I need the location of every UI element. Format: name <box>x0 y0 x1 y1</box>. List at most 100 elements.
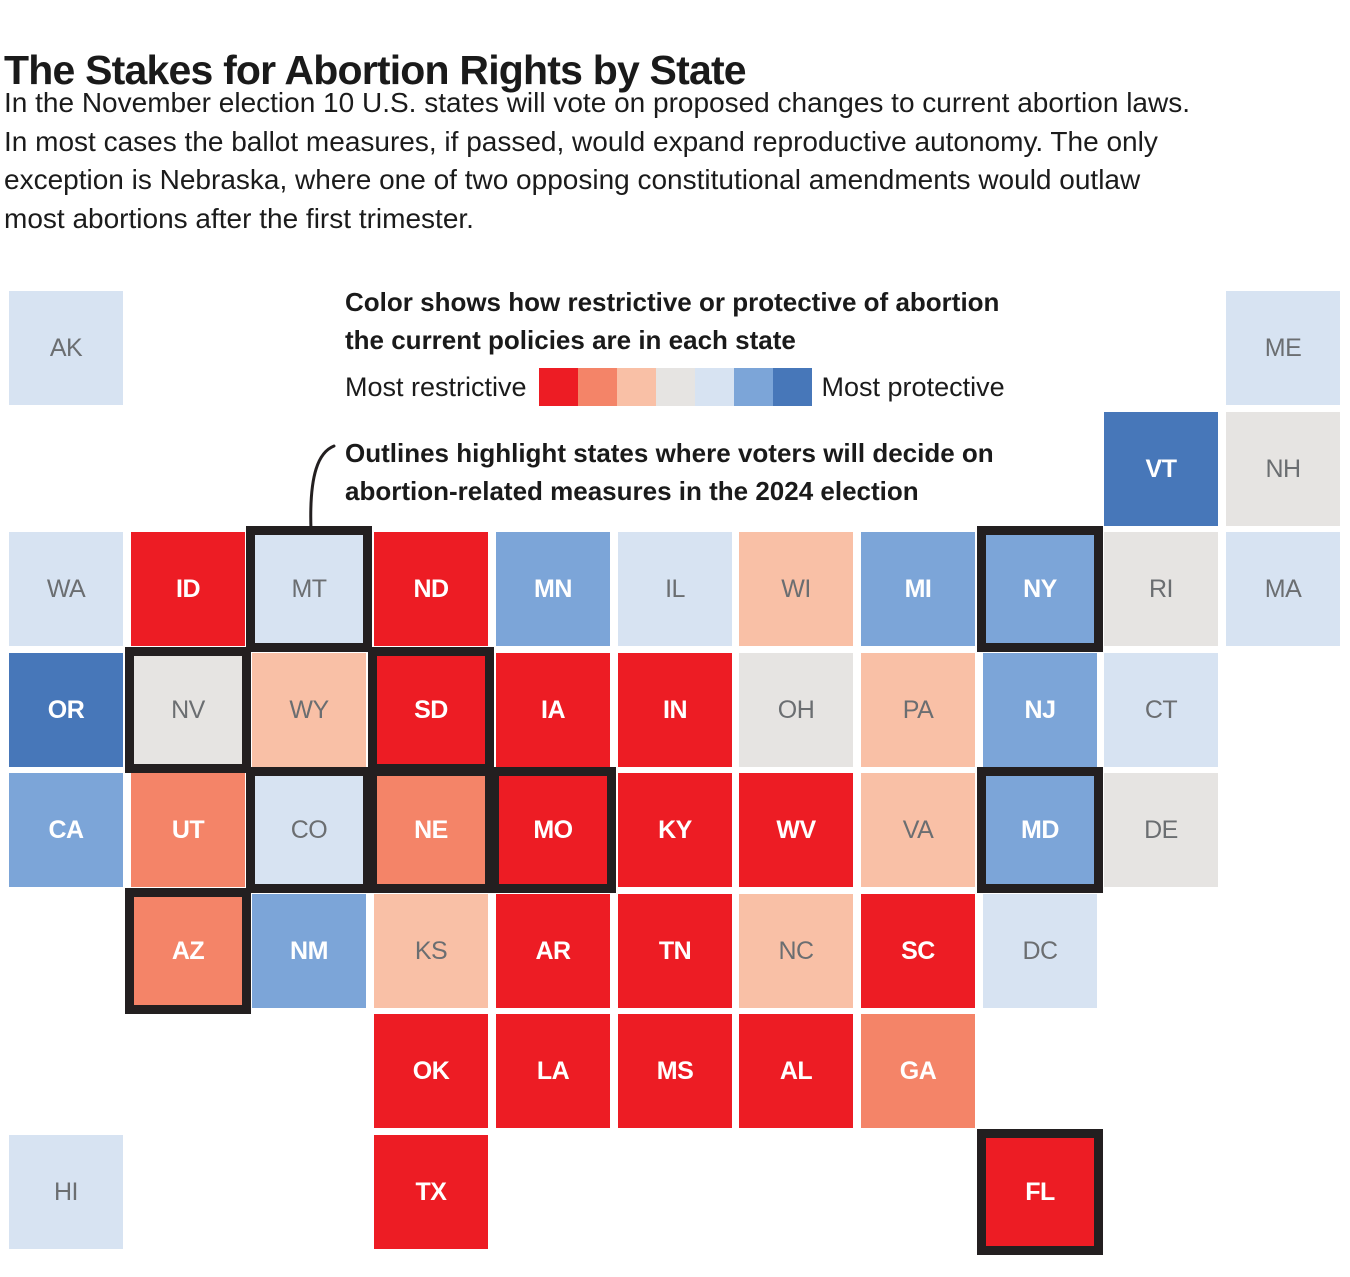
state-tile-ks: KS <box>374 894 488 1008</box>
color-legend-heading-line: Color shows how restrictive or protectiv… <box>345 287 1000 317</box>
state-label: MS <box>656 1056 694 1085</box>
state-tile-in: IN <box>618 653 732 767</box>
state-tile-id: ID <box>131 532 245 646</box>
state-label: NE <box>414 815 448 844</box>
state-label: SD <box>414 695 448 724</box>
state-label: KY <box>658 815 692 844</box>
state-label: LA <box>536 1056 570 1085</box>
state-label: IN <box>663 695 688 724</box>
state-label: CO <box>290 815 328 844</box>
outline-note-line: abortion-related measures in the 2024 el… <box>345 476 919 506</box>
state-label: MI <box>904 574 932 603</box>
state-tile-oh: OH <box>739 653 853 767</box>
intro-line: exception is Nebraska, where one of two … <box>4 164 1141 195</box>
state-tile-il: IL <box>618 532 732 646</box>
state-tile-nh: NH <box>1226 412 1340 526</box>
state-label: DE <box>1144 815 1178 844</box>
state-tile-nj: NJ <box>983 653 1097 767</box>
state-label: ND <box>413 574 449 603</box>
state-tile-wa: WA <box>9 532 123 646</box>
state-label: VA <box>902 815 934 844</box>
state-label: CA <box>48 815 84 844</box>
legend-swatch <box>538 368 578 406</box>
state-label: TN <box>658 936 692 965</box>
intro-paragraph: In the November election 10 U.S. states … <box>4 84 1190 238</box>
state-tile-fl: FL <box>977 1129 1103 1255</box>
state-label: KS <box>414 936 448 965</box>
legend-swatch <box>694 368 734 406</box>
state-label: OH <box>777 695 815 724</box>
state-label: GA <box>899 1056 937 1085</box>
state-tile-az: AZ <box>125 888 251 1014</box>
state-label: CT <box>1144 695 1178 724</box>
state-tile-nc: NC <box>739 894 853 1008</box>
state-tile-ar: AR <box>496 894 610 1008</box>
state-tile-ga: GA <box>861 1014 975 1128</box>
state-tile-ma: MA <box>1226 532 1340 646</box>
page-title: The Stakes for Abortion Rights by State <box>4 47 747 94</box>
state-label: PA <box>902 695 934 724</box>
state-label: MA <box>1264 574 1302 603</box>
state-tile-nd: ND <box>374 532 488 646</box>
state-label: WY <box>289 695 329 724</box>
color-scale-row: Most restrictive Most protective <box>345 368 1005 406</box>
state-tile-nm: NM <box>252 894 366 1008</box>
state-tile-sc: SC <box>861 894 975 1008</box>
state-tile-hi: HI <box>9 1135 123 1249</box>
legend-swatch <box>616 368 656 406</box>
state-tile-mt: MT <box>246 526 372 652</box>
state-label: FL <box>1025 1177 1055 1206</box>
state-label: RI <box>1149 574 1174 603</box>
state-label: SC <box>901 936 935 965</box>
state-tile-ms: MS <box>618 1014 732 1128</box>
state-tile-me: ME <box>1226 291 1340 405</box>
color-legend-heading-line: the current policies are in each state <box>345 325 796 355</box>
state-tile-mn: MN <box>496 532 610 646</box>
state-label: MT <box>291 574 327 603</box>
intro-line: In most cases the ballot measures, if pa… <box>4 125 1158 157</box>
state-label: WV <box>776 815 816 844</box>
scale-min-label: Most restrictive <box>345 371 527 402</box>
state-label: OR <box>47 695 85 724</box>
state-label: OK <box>412 1056 450 1085</box>
legend-swatch <box>577 368 617 406</box>
state-tile-ut: UT <box>131 773 245 887</box>
state-label: IA <box>541 695 566 724</box>
intro-line: most abortions after the first trimester… <box>4 202 474 234</box>
outline-legend-note: Outlines highlight states where voters w… <box>345 434 994 510</box>
state-tile-ny: NY <box>977 526 1103 652</box>
state-tile-ca: CA <box>9 773 123 887</box>
state-tile-or: OR <box>9 653 123 767</box>
state-tile-nv: NV <box>125 647 251 773</box>
state-label: TX <box>415 1177 447 1206</box>
state-label: NM <box>290 936 328 965</box>
state-label: WA <box>46 574 86 603</box>
state-label: NH <box>1265 454 1301 483</box>
state-label: DC <box>1022 936 1058 965</box>
state-tile-tn: TN <box>618 894 732 1008</box>
state-tile-tx: TX <box>374 1135 488 1249</box>
state-tile-mo: MO <box>490 767 616 893</box>
state-label: ID <box>176 574 201 603</box>
state-tile-mi: MI <box>861 532 975 646</box>
state-tile-ky: KY <box>618 773 732 887</box>
state-tile-md: MD <box>977 767 1103 893</box>
state-label: AL <box>779 1056 813 1085</box>
state-label: NY <box>1023 574 1057 603</box>
state-tile-vt: VT <box>1104 412 1218 526</box>
state-tile-ct: CT <box>1104 653 1218 767</box>
state-tile-dc: DC <box>983 894 1097 1008</box>
state-label: IL <box>665 574 685 603</box>
state-tile-ri: RI <box>1104 532 1218 646</box>
color-legend: Color shows how restrictive or protectiv… <box>345 283 1005 406</box>
state-label: MN <box>534 574 572 603</box>
state-label: WI <box>781 574 811 603</box>
state-tile-ne: NE <box>368 767 494 893</box>
state-tile-sd: SD <box>368 647 494 773</box>
intro-line: In the November election 10 U.S. states … <box>4 87 1190 118</box>
state-tile-ia: IA <box>496 653 610 767</box>
state-tile-wy: WY <box>252 653 366 767</box>
state-label: AR <box>535 936 571 965</box>
legend-swatch <box>655 368 695 406</box>
